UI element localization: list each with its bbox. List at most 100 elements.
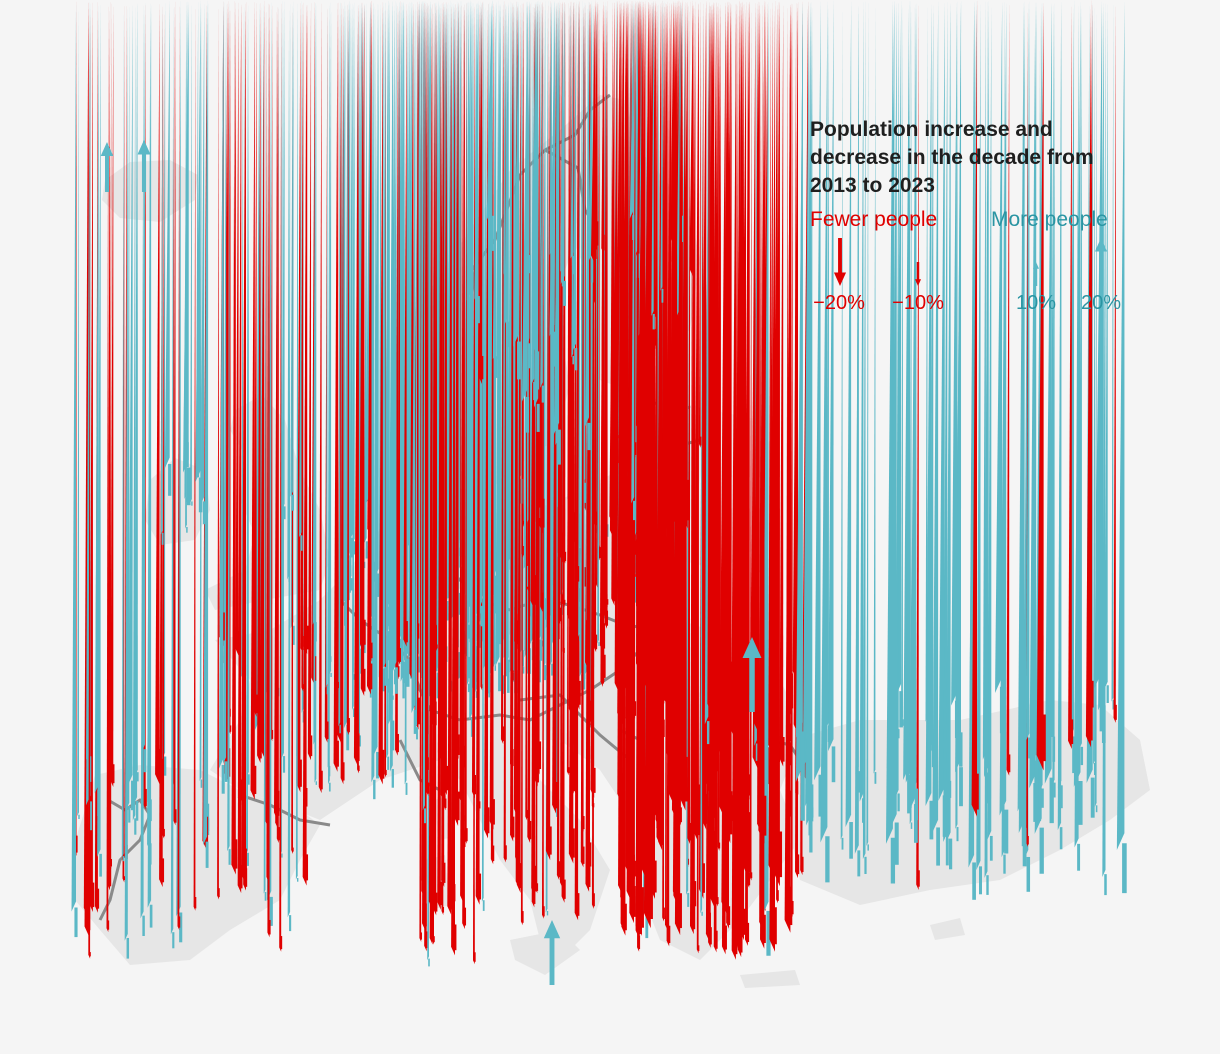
legend-value-20: 20% — [1080, 292, 1122, 314]
decrease-arrow — [779, 0, 785, 767]
increase-arrow — [999, 0, 1009, 854]
increase-arrow — [469, 0, 474, 737]
decrease-arrow — [360, 0, 366, 696]
increase-arrow — [481, 0, 485, 911]
decrease-arrow — [687, 0, 692, 845]
decrease-arrow — [971, 0, 979, 817]
decrease-arrow — [788, 0, 792, 745]
increase-arrow — [549, 0, 557, 367]
increase-arrow — [543, 920, 561, 985]
decrease-arrow — [235, 0, 240, 656]
increase-arrow — [525, 0, 531, 369]
decrease-arrow — [566, 0, 570, 776]
increase-arrow — [1100, 0, 1103, 730]
increase-arrow — [571, 0, 575, 365]
increase-arrow — [373, 0, 379, 779]
increase-arrow — [651, 0, 655, 330]
increase-arrow — [492, 0, 498, 378]
increase-arrow — [299, 0, 303, 551]
decrease-arrow — [723, 0, 733, 716]
decrease-arrow — [301, 0, 304, 692]
increase-arrow — [295, 0, 299, 882]
increase-arrow — [263, 0, 267, 901]
decrease-arrow — [353, 0, 360, 767]
increase-arrow — [862, 0, 867, 874]
increase-arrow — [474, 0, 480, 324]
legend-value-10: 10% — [1015, 292, 1057, 314]
increase-arrow — [814, 0, 823, 817]
increase-arrow — [588, 0, 594, 283]
increase-arrow — [1073, 0, 1083, 825]
decrease-arrow — [397, 0, 401, 665]
decrease-arrow — [694, 0, 700, 815]
increase-arrow — [540, 0, 544, 403]
decrease-arrow — [520, 0, 524, 926]
increase-arrow — [203, 0, 209, 868]
decrease-arrow — [500, 0, 505, 745]
legend-arrow-scale — [833, 238, 1108, 286]
legend-more-label: More people — [991, 208, 1108, 231]
increase-arrow — [504, 0, 510, 348]
decrease-arrow — [626, 0, 635, 906]
increase-arrow — [200, 0, 206, 525]
decrease-arrow — [916, 0, 920, 890]
increase-arrow — [1026, 0, 1031, 759]
decrease-arrow — [428, 0, 434, 908]
decrease-arrow — [475, 0, 482, 905]
decrease-arrow — [109, 0, 112, 869]
decrease-arrow — [655, 0, 658, 472]
legend-scale: Fewer people More people −20% −10% 10% 2… — [810, 204, 1140, 314]
decrease-arrow — [88, 0, 91, 959]
increase-arrow — [555, 0, 558, 413]
decrease-arrow — [772, 0, 779, 729]
increase-arrow — [945, 0, 953, 870]
decrease-arrow — [162, 0, 165, 839]
decrease-arrow — [656, 0, 663, 838]
increase-arrow — [1116, 0, 1127, 894]
increase-arrow — [170, 0, 175, 949]
decrease-arrow — [155, 0, 162, 785]
increase-arrow — [218, 0, 225, 794]
decrease-arrow — [473, 0, 476, 965]
increase-arrow — [312, 0, 317, 642]
decrease-arrow — [346, 0, 350, 736]
increase-arrow — [382, 0, 387, 686]
increase-arrow — [795, 0, 805, 777]
increase-arrow — [951, 0, 959, 738]
decrease-arrow — [250, 0, 257, 800]
increase-arrow — [371, 0, 376, 800]
decrease-arrow — [691, 0, 694, 259]
increase-arrow — [121, 0, 125, 862]
decrease-arrow — [673, 0, 677, 525]
increase-arrow — [955, 0, 963, 807]
increase-arrow — [885, 0, 896, 884]
population-change-arrows — [71, 0, 1127, 985]
increase-arrow — [854, 0, 861, 877]
decrease-arrow — [637, 0, 646, 477]
decrease-arrow — [275, 0, 278, 827]
decrease-arrow — [453, 0, 460, 826]
decrease-arrow — [177, 0, 181, 931]
decrease-arrow — [580, 0, 585, 868]
increase-arrow — [124, 0, 130, 959]
increase-arrow — [287, 0, 290, 582]
decrease-arrow — [743, 0, 751, 880]
decrease-arrow — [447, 0, 453, 915]
legend-increase-arrow — [1094, 238, 1108, 286]
increase-arrow — [584, 0, 591, 451]
decrease-arrow — [737, 0, 743, 958]
increase-arrow — [896, 0, 900, 739]
decrease-arrow — [735, 0, 739, 877]
increase-arrow — [392, 0, 398, 694]
decrease-arrow — [618, 0, 626, 450]
decrease-arrow — [451, 0, 456, 905]
decrease-arrow — [276, 0, 280, 843]
increase-arrow — [136, 0, 139, 782]
increase-arrow — [503, 0, 506, 280]
increase-arrow — [100, 142, 114, 192]
increase-arrow — [134, 0, 139, 821]
decrease-arrow — [516, 0, 522, 893]
decrease-arrow — [478, 0, 482, 354]
increase-arrow — [1049, 0, 1056, 762]
